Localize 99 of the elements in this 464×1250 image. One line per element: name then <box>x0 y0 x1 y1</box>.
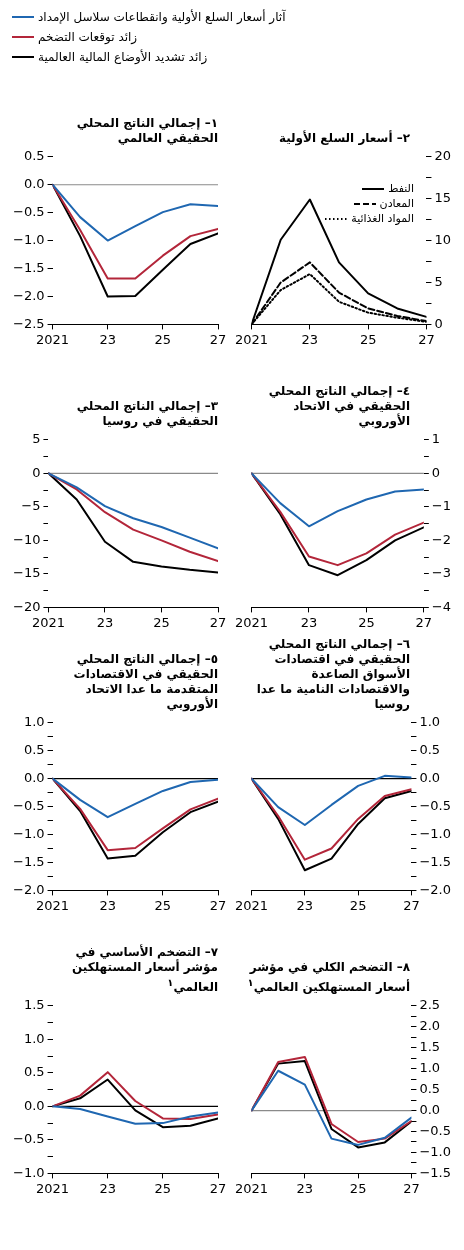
x-tick-label: 23 <box>99 331 116 347</box>
chart-title: ٤– إجمالي الناتج المحلي الحقيقي في الاتحاد الأوروبي <box>267 384 410 429</box>
y-tick-label: 5 <box>32 431 41 447</box>
legend-label: زائد تشديد الأوضاع المالية العالمية <box>38 50 208 64</box>
y-tick-label: 1.5 <box>419 1039 441 1055</box>
y-tick-label: −1.5 <box>12 259 45 275</box>
y-tick-label: −1.0 <box>12 1164 45 1180</box>
x-tick-label: 2021 <box>36 331 70 347</box>
x-tick-label: 23 <box>96 614 114 630</box>
y-tick-label: 1.0 <box>23 714 45 730</box>
y-tick-label: 10 <box>434 231 451 247</box>
y-tick-label: 0.5 <box>23 742 45 758</box>
y-tick-label: 0 <box>434 315 443 331</box>
y-tick-label: −2.0 <box>12 881 45 897</box>
x-tick-label: 2021 <box>235 331 269 347</box>
x-tick-label: 27 <box>418 331 435 347</box>
y-tick-label: 0.5 <box>23 148 45 164</box>
legend-label: المعادن <box>379 197 414 210</box>
x-tick-label: 25 <box>349 897 367 913</box>
x-tick-label: 23 <box>296 897 314 913</box>
x-tick-label: 2021 <box>31 614 65 630</box>
y-tick-label: −2.0 <box>12 287 45 303</box>
x-tick-label: 27 <box>415 614 433 630</box>
y-tick-label: 1.5 <box>23 997 45 1013</box>
x-tick-label: 25 <box>153 614 170 630</box>
y-tick-label: 0.5 <box>419 1080 441 1096</box>
y-tick-label: −2.0 <box>419 881 452 897</box>
legend-label: آثار أسعار السلع الأولية وانقطاعات سلاسل الإمداد <box>38 10 286 24</box>
y-tick-label: −1.0 <box>12 825 45 841</box>
x-tick-label: 2021 <box>235 897 269 913</box>
y-tick-label: 0.5 <box>23 1064 45 1080</box>
y-tick-label: 0.0 <box>23 1097 45 1113</box>
y-tick-label: −4 <box>431 598 452 614</box>
y-tick-label: 1.0 <box>23 1030 45 1046</box>
legend-label: زائد توقعات التضخم <box>38 30 138 44</box>
x-tick-label: 27 <box>209 331 227 347</box>
y-tick-label: −0.5 <box>12 797 45 813</box>
x-tick-label: 27 <box>403 1180 420 1196</box>
y-tick-label: 1 <box>431 431 441 447</box>
x-tick-label: 2021 <box>235 614 269 630</box>
x-tick-label: 25 <box>349 1180 367 1196</box>
y-tick-label: −1.5 <box>12 853 45 869</box>
x-tick-label: 2021 <box>36 897 70 913</box>
y-tick-label: −2 <box>431 531 452 547</box>
x-tick-label: 25 <box>154 897 172 913</box>
legend-label: النفط <box>388 182 414 195</box>
chart-title: ٣– إجمالي الناتج المحلي الحقيقي في روسيا <box>75 399 218 429</box>
x-tick-label: 23 <box>300 614 318 630</box>
chart-title: ٦– إجمالي الناتج المحلي الحقيقي في اقتصادات الأسواق الصاعدة والاقتصادات النامية ما عدا روسيا <box>255 637 410 712</box>
y-tick-label: −0.5 <box>419 1122 452 1138</box>
y-tick-label: −1.0 <box>419 1143 452 1159</box>
x-tick-label: 27 <box>209 1180 227 1196</box>
y-tick-label: −1.5 <box>419 853 452 869</box>
y-tick-label: 0.0 <box>419 1101 441 1117</box>
chart-title: ١– إجمالي الناتج المحلي الحقيقي العالمي <box>75 116 218 146</box>
y-tick-label: −20 <box>13 598 41 614</box>
y-tick-label: −0.5 <box>12 204 45 220</box>
x-tick-label: 2021 <box>235 1180 269 1196</box>
y-tick-label: 0 <box>32 464 41 480</box>
y-tick-label: 0.5 <box>419 742 441 758</box>
y-tick-label: 1.0 <box>419 1060 441 1076</box>
chart-title: ٢– أسعار السلع الأولية <box>278 131 410 146</box>
y-tick-label: 0.0 <box>23 770 45 786</box>
x-tick-label: 23 <box>99 897 116 913</box>
y-tick-label: 2.0 <box>419 1018 441 1034</box>
x-tick-label: 25 <box>154 1180 172 1196</box>
y-tick-label: −1.5 <box>419 1164 452 1180</box>
x-tick-label: 27 <box>209 897 227 913</box>
chart-title: ٨– التضخم الكلي في مؤشر أسعار المستهلكين العالمي$^{١}$ <box>246 960 410 995</box>
x-tick-label: 23 <box>99 1180 116 1196</box>
y-tick-label: 2.5 <box>419 997 441 1013</box>
y-tick-label: 0.0 <box>23 176 45 192</box>
y-tick-label: 5 <box>434 273 443 289</box>
y-tick-label: 0.0 <box>419 770 441 786</box>
x-tick-label: 23 <box>296 1180 314 1196</box>
y-tick-label: −5 <box>21 498 41 514</box>
x-tick-label: 27 <box>209 614 227 630</box>
y-tick-label: −0.5 <box>12 1131 45 1147</box>
y-tick-label: −15 <box>13 565 41 581</box>
y-tick-label: −1.0 <box>12 231 45 247</box>
y-tick-label: 20 <box>434 148 451 164</box>
y-tick-label: −10 <box>13 531 41 547</box>
y-tick-label: 1.0 <box>419 714 441 730</box>
chart-title: ٥– إجمالي الناتج المحلي الحقيقي في الاقتصادات المتقدمة ما عدا الاتحاد الأوروبي <box>72 652 218 712</box>
y-tick-label: 0 <box>431 464 441 480</box>
x-tick-label: 27 <box>403 897 420 913</box>
chart-title: ٧– التضخم الأساسي في مؤشر أسعار المستهلكين العالمي$^{١}$ <box>71 945 218 995</box>
x-tick-label: 25 <box>154 331 172 347</box>
y-tick-label: −3 <box>431 565 452 581</box>
y-tick-label: 15 <box>434 190 451 206</box>
y-tick-label: −2.5 <box>12 315 45 331</box>
y-tick-label: −1 <box>431 498 452 514</box>
x-tick-label: 23 <box>301 331 319 347</box>
y-tick-label: −0.5 <box>419 797 452 813</box>
legend-label: المواد الغذائية <box>351 212 414 225</box>
x-tick-label: 25 <box>358 614 375 630</box>
y-tick-label: −1.0 <box>419 825 452 841</box>
x-tick-label: 25 <box>359 331 377 347</box>
x-tick-label: 2021 <box>36 1180 70 1196</box>
